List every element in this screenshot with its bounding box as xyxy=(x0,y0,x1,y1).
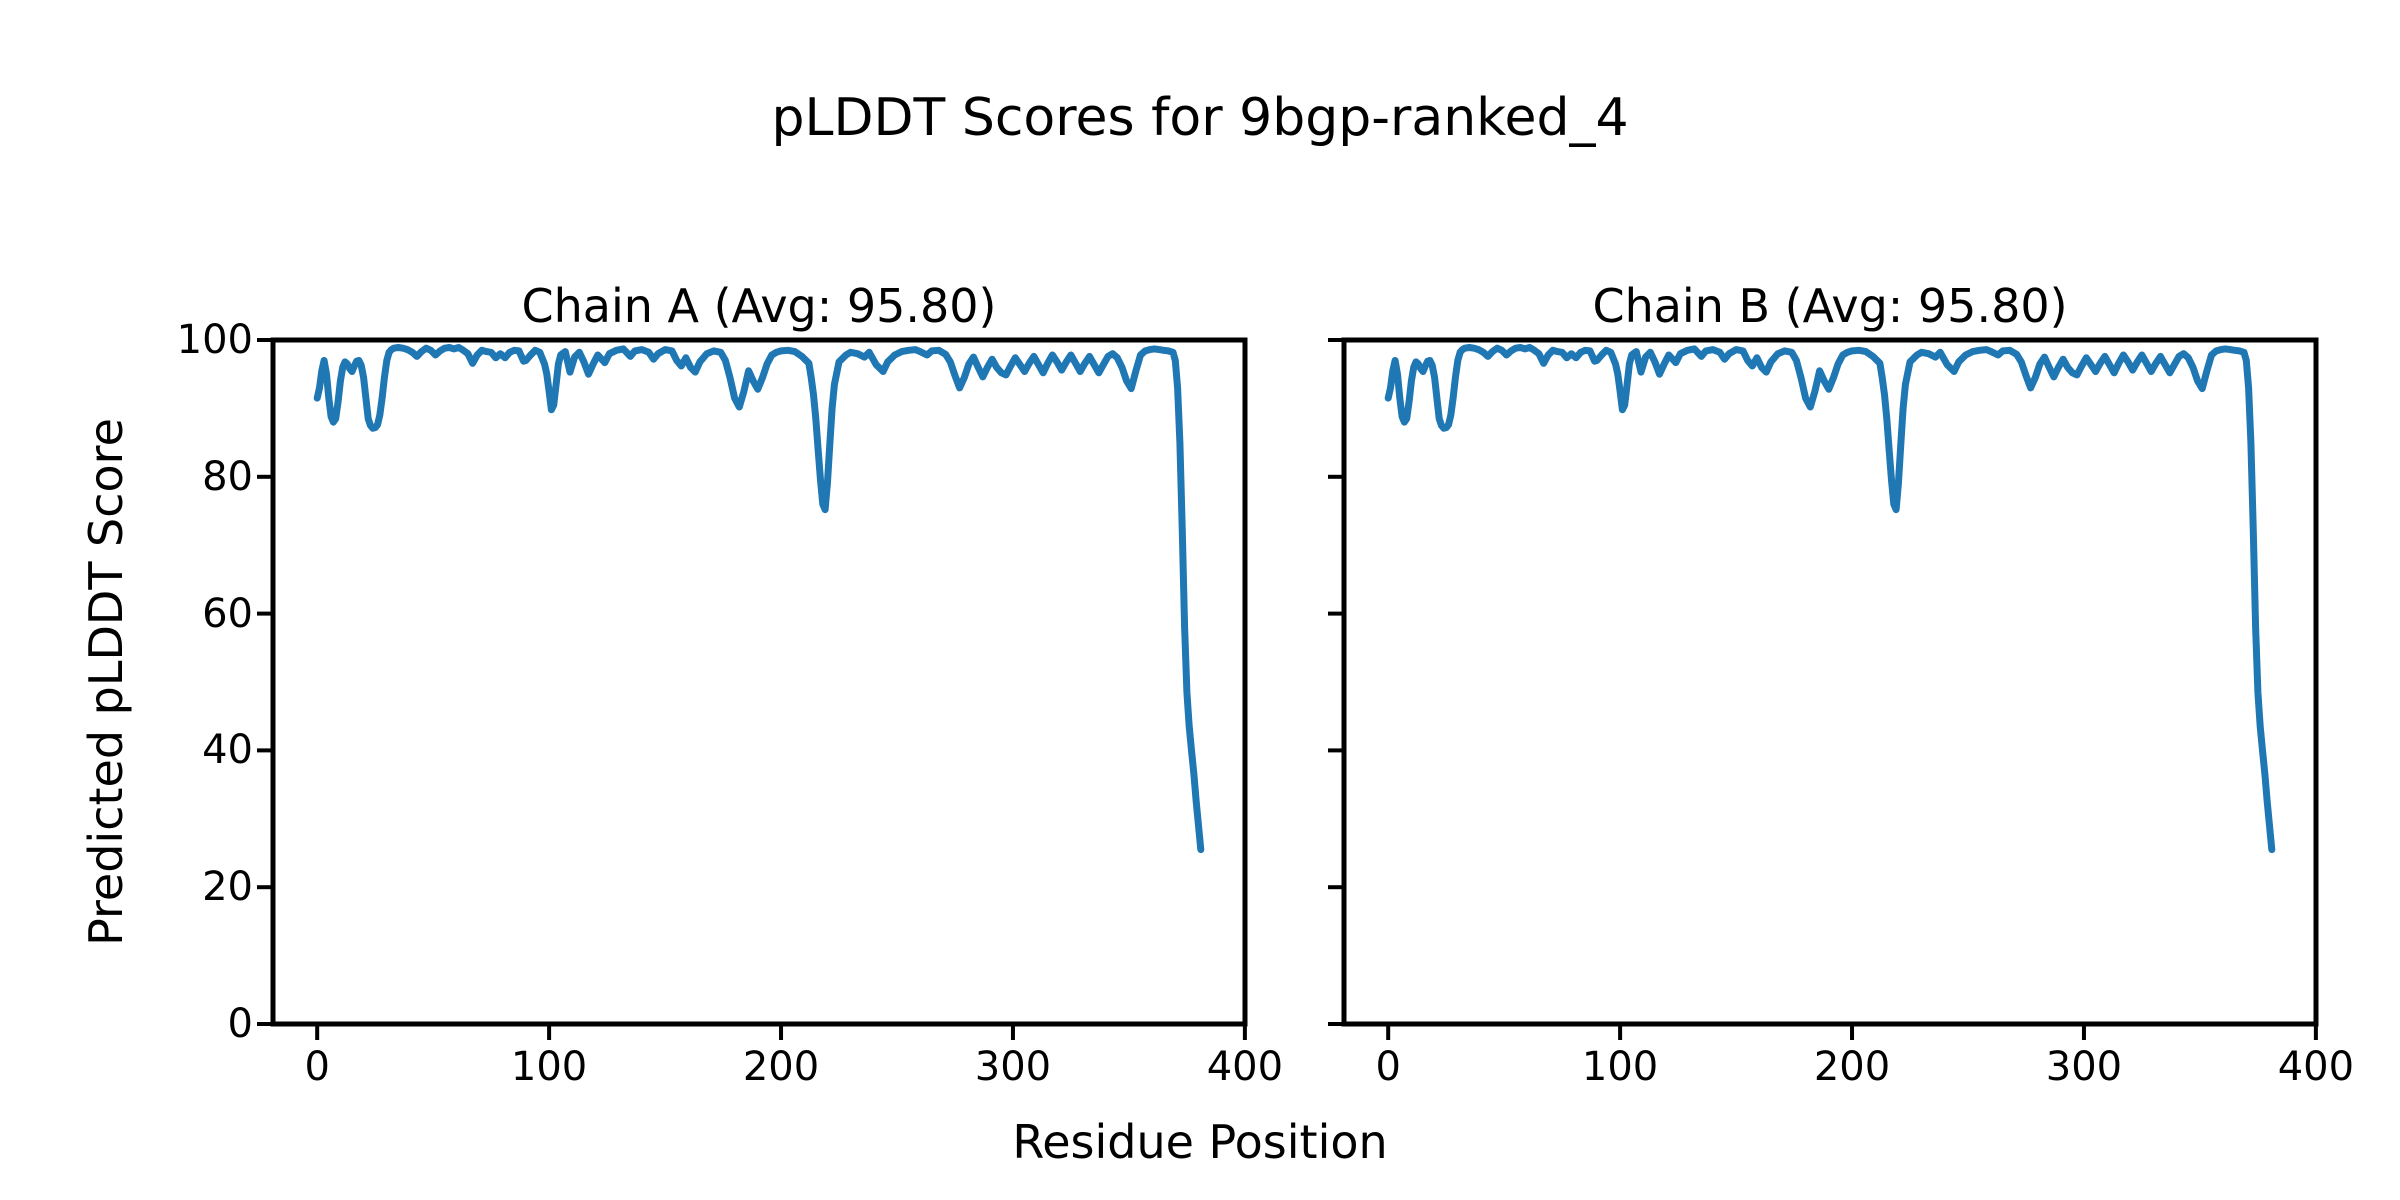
chain-a-x-tick-label-100: 100 xyxy=(510,1044,588,1090)
chain-a-axes-frame xyxy=(270,337,1248,1027)
chain-b-x-tick-label-200: 200 xyxy=(1813,1044,1891,1090)
chain-a-y-tick-label-40: 40 xyxy=(202,727,253,774)
chain-a-x-tick-label-400: 400 xyxy=(1206,1044,1284,1090)
chain-a-y-tick-label-60: 60 xyxy=(202,590,253,637)
chain-b-x-tick-label-400: 400 xyxy=(2277,1044,2355,1090)
chain-b-x-tick-label-300: 300 xyxy=(2045,1044,2123,1090)
chain-a-y-tick-label-0: 0 xyxy=(227,1001,253,1047)
x-axis-label: Residue Position xyxy=(1012,1115,1388,1169)
chain-a-y-tick-label-80: 80 xyxy=(202,453,253,500)
chain-b-plot xyxy=(1328,337,2319,1040)
chain-a-y-tick-label-20: 20 xyxy=(202,864,253,911)
chain-a-subplot-title: Chain A (Avg: 95.80) xyxy=(521,279,997,333)
chain-b-axes-frame xyxy=(1341,337,2319,1027)
chain-a-x-tick-label-300: 300 xyxy=(974,1044,1052,1090)
figure-suptitle: pLDDT Scores for 9bgp-ranked_4 xyxy=(771,88,1629,148)
chain-b-plddt-line xyxy=(1384,344,2276,854)
chain-a-plot xyxy=(257,337,1248,1040)
chain-a-y-tick-label-100: 100 xyxy=(176,317,253,363)
chain-b-subplot-title: Chain B (Avg: 95.80) xyxy=(1592,279,2068,333)
chain-a-plddt-line xyxy=(313,344,1205,854)
chain-a-x-tick-label-0: 0 xyxy=(304,1044,330,1090)
y-axis-label: Predicted pLDDT Score xyxy=(79,418,133,946)
chain-b-x-tick-label-100: 100 xyxy=(1581,1044,1659,1090)
chain-a-x-tick-label-200: 200 xyxy=(742,1044,820,1090)
chain-b-x-tick-label-0: 0 xyxy=(1375,1044,1401,1090)
